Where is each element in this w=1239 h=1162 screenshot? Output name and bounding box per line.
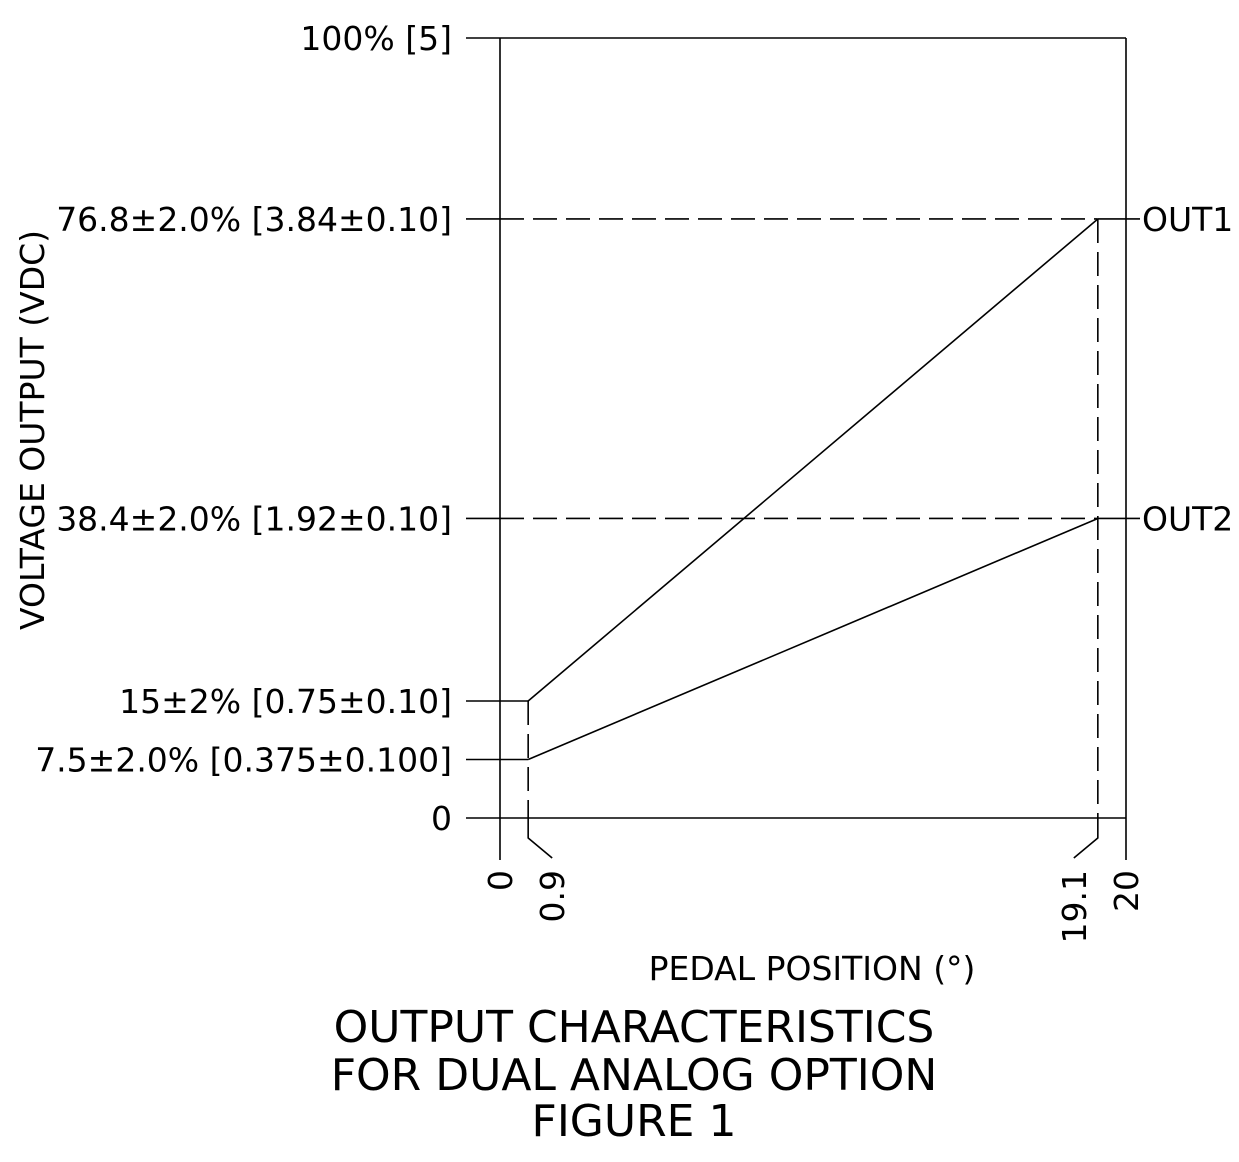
x-tick-label-0: 0 bbox=[481, 870, 520, 891]
guide-lines bbox=[466, 218, 1140, 859]
x-end-leader bbox=[1073, 818, 1099, 859]
plot-frame bbox=[466, 37, 1127, 860]
y-axis-title: VOLTAGE OUTPUT (VDC) bbox=[13, 230, 52, 630]
x-start-leader bbox=[527, 818, 553, 859]
y-tick-label-1: 76.8±2.0% [3.84±0.10] bbox=[56, 200, 452, 239]
series-lines bbox=[527, 218, 1099, 761]
series-label-out2: OUT2 bbox=[1142, 499, 1233, 538]
series-line-out1 bbox=[527, 218, 1099, 702]
y-tick-label-4: 7.5±2.0% [0.375±0.100] bbox=[35, 741, 452, 780]
y-tick-label-3: 15±2% [0.75±0.10] bbox=[119, 682, 452, 721]
series-label-out1: OUT1 bbox=[1142, 200, 1233, 239]
x-tick-label-3: 20 bbox=[1107, 870, 1146, 912]
x-tick-label-2: 19.1 bbox=[1055, 870, 1094, 943]
caption-line-2: FOR DUAL ANALOG OPTION bbox=[331, 1050, 938, 1101]
x-tick-labels: 0 0.9 19.1 20 bbox=[481, 870, 1146, 943]
y-tick-labels: 100% [5] 76.8±2.0% [3.84±0.10] 38.4±2.0% [… bbox=[35, 19, 452, 838]
caption-line-1: OUTPUT CHARACTERISTICS bbox=[334, 1002, 935, 1053]
x-tick-label-1: 0.9 bbox=[533, 870, 572, 922]
x-axis-title: PEDAL POSITION (°) bbox=[649, 949, 976, 988]
y-tick-label-5: 0 bbox=[431, 799, 452, 838]
series-labels: OUT1 OUT2 bbox=[1142, 200, 1233, 539]
caption-line-3: FIGURE 1 bbox=[532, 1096, 737, 1147]
series-line-out2 bbox=[527, 517, 1099, 761]
y-tick-label-2: 38.4±2.0% [1.92±0.10] bbox=[56, 499, 452, 538]
y-tick-label-0: 100% [5] bbox=[300, 19, 452, 58]
